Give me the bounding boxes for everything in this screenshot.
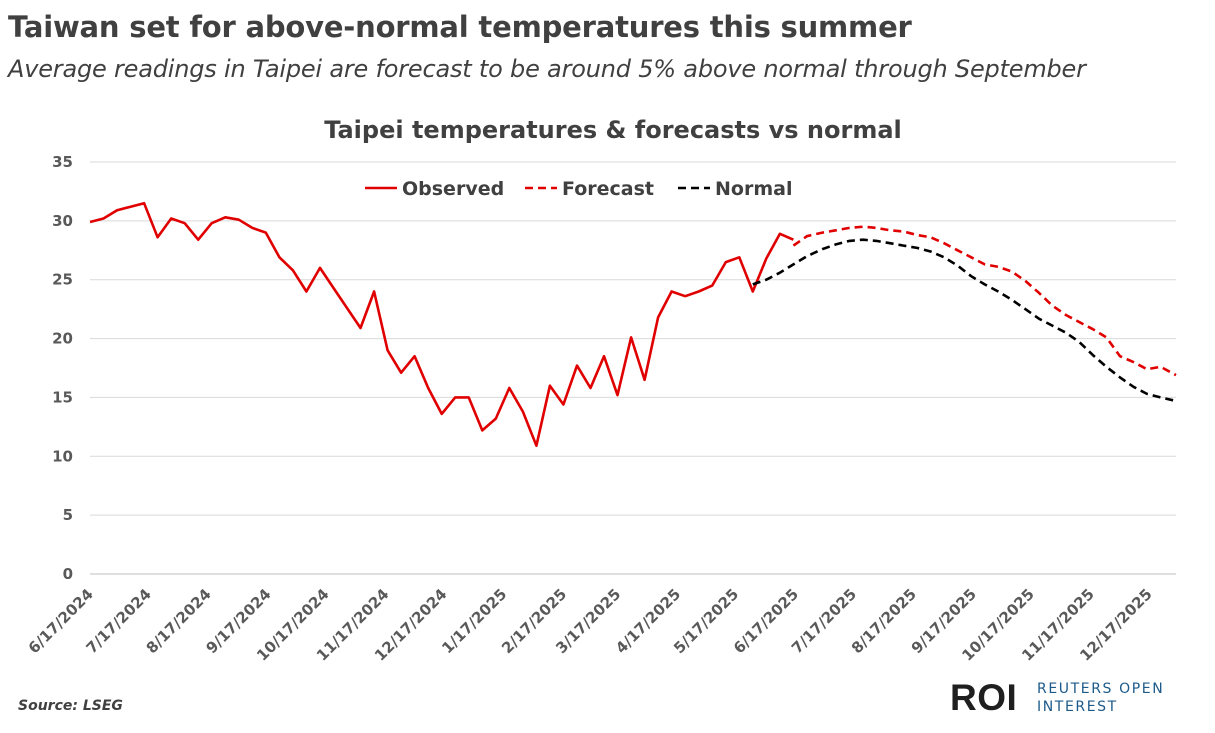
- line-chart: Taipei temperatures & forecasts vs norma…: [25, 116, 1177, 665]
- y-tick-label: 25: [52, 271, 73, 289]
- y-tick-label: 30: [52, 212, 73, 230]
- series-line-forecast: [792, 225, 1177, 377]
- headline: Taiwan set for above-normal temperatures…: [8, 10, 912, 44]
- series-line-observed: [89, 201, 794, 448]
- gridlines: [90, 161, 1176, 575]
- logo-line-1: REUTERS OPEN: [1037, 681, 1165, 697]
- x-axis: 6/17/20247/17/20248/17/20249/17/202410/1…: [25, 585, 1156, 665]
- y-tick-label: 15: [52, 388, 73, 406]
- chart-title: Taipei temperatures & forecasts vs norma…: [324, 116, 902, 144]
- logo-mark: ROI: [950, 677, 1018, 718]
- legend-label-normal: Normal: [715, 178, 792, 200]
- legend-label-forecast: Forecast: [562, 178, 654, 200]
- y-tick-label: 10: [52, 447, 73, 465]
- subheadline: Average readings in Taipei are forecast …: [8, 55, 1086, 83]
- y-tick-label: 5: [63, 506, 73, 524]
- y-tick-label: 35: [52, 153, 73, 171]
- y-tick-label: 20: [52, 330, 73, 348]
- legend-label-observed: Observed: [402, 178, 504, 200]
- legend: Observed Forecast Normal: [365, 178, 792, 200]
- series-line-normal: [752, 238, 1177, 403]
- series-lines: [89, 201, 1177, 448]
- source-note: Source: LSEG: [18, 698, 123, 714]
- roi-logo: ROI REUTERS OPEN INTEREST: [950, 678, 1190, 718]
- logo-line-2: INTEREST: [1037, 699, 1118, 715]
- y-tick-label: 0: [63, 565, 73, 583]
- y-axis: 0 5 10 15 20 25 30 35: [52, 153, 73, 583]
